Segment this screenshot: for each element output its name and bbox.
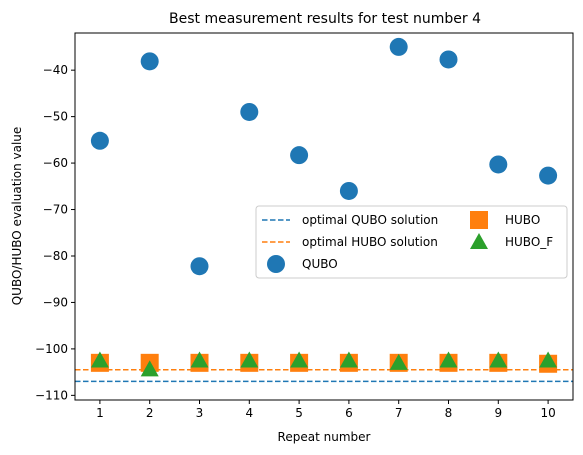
y-tick-label: −60 xyxy=(43,156,68,170)
y-axis: −110 −100 −90 −80 −70 −60 −50 −40 xyxy=(35,63,75,402)
x-tick-label: 10 xyxy=(540,406,555,420)
x-tick-label: 2 xyxy=(146,406,154,420)
hubo-f-point xyxy=(339,351,358,368)
x-tick-label: 8 xyxy=(445,406,453,420)
qubo-point xyxy=(90,131,109,150)
chart-title: Best measurement results for test number… xyxy=(169,11,481,27)
y-tick-label: −50 xyxy=(43,110,68,124)
x-tick-label: 7 xyxy=(395,406,403,420)
x-tick-label: 5 xyxy=(295,406,303,420)
legend-label: QUBO xyxy=(302,257,338,271)
y-tick-label: −80 xyxy=(43,249,68,263)
qubo-point xyxy=(339,181,358,200)
qubo-point xyxy=(439,50,458,69)
legend-marker-swatch xyxy=(267,255,285,273)
qubo-point xyxy=(140,52,159,71)
legend-marker-swatch xyxy=(470,211,488,229)
legend-box xyxy=(255,205,568,279)
hubo-f-point xyxy=(539,351,558,368)
hubo-f-point xyxy=(389,353,408,370)
hubo-f-point xyxy=(439,351,458,368)
hubo-f-point xyxy=(290,351,309,368)
legend-label: HUBO xyxy=(505,213,540,227)
plot-area xyxy=(75,37,573,383)
qubo-point xyxy=(389,37,408,56)
hubo-f-point xyxy=(240,351,259,368)
legend: optimal QUBO solution optimal HUBO soluti… xyxy=(255,205,568,279)
x-tick-label: 9 xyxy=(494,406,502,420)
qubo-point xyxy=(489,155,508,174)
legend-label: optimal HUBO solution xyxy=(302,235,438,249)
x-tick-label: 3 xyxy=(196,406,204,420)
x-axis: 1 2 3 4 5 6 7 8 9 10 xyxy=(96,400,556,420)
y-tick-label: −100 xyxy=(35,342,68,356)
qubo-point xyxy=(539,166,558,185)
qubo-point xyxy=(190,257,209,276)
hubo-f-point xyxy=(489,351,508,368)
y-tick-label: −70 xyxy=(43,203,68,217)
x-tick-label: 1 xyxy=(96,406,104,420)
x-tick-label: 4 xyxy=(245,406,253,420)
plot-frame xyxy=(74,32,574,401)
legend-label: optimal QUBO solution xyxy=(302,213,438,227)
x-tick-label: 6 xyxy=(345,406,353,420)
y-tick-label: −110 xyxy=(35,388,68,402)
hubo-f-point xyxy=(190,351,209,368)
legend-marker-swatch xyxy=(470,233,488,250)
y-tick-label: −90 xyxy=(43,295,68,309)
hubo-f-point xyxy=(90,351,109,368)
qubo-point xyxy=(290,146,309,165)
qubo-point xyxy=(240,102,259,121)
y-tick-label: −40 xyxy=(43,63,68,77)
y-axis-label: QUBO/HUBO evaluation value xyxy=(10,127,24,306)
x-axis-label: Repeat number xyxy=(278,430,371,444)
legend-label: HUBO_F xyxy=(505,235,553,249)
hubo-f-point xyxy=(140,360,159,377)
